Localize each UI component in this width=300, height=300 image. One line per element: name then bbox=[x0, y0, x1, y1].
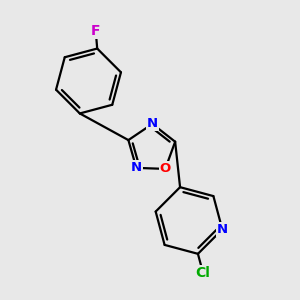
Text: Cl: Cl bbox=[196, 266, 210, 280]
Text: O: O bbox=[160, 162, 171, 176]
Text: N: N bbox=[131, 161, 142, 174]
Text: N: N bbox=[217, 223, 228, 236]
Text: N: N bbox=[147, 117, 158, 130]
Text: F: F bbox=[91, 23, 100, 38]
